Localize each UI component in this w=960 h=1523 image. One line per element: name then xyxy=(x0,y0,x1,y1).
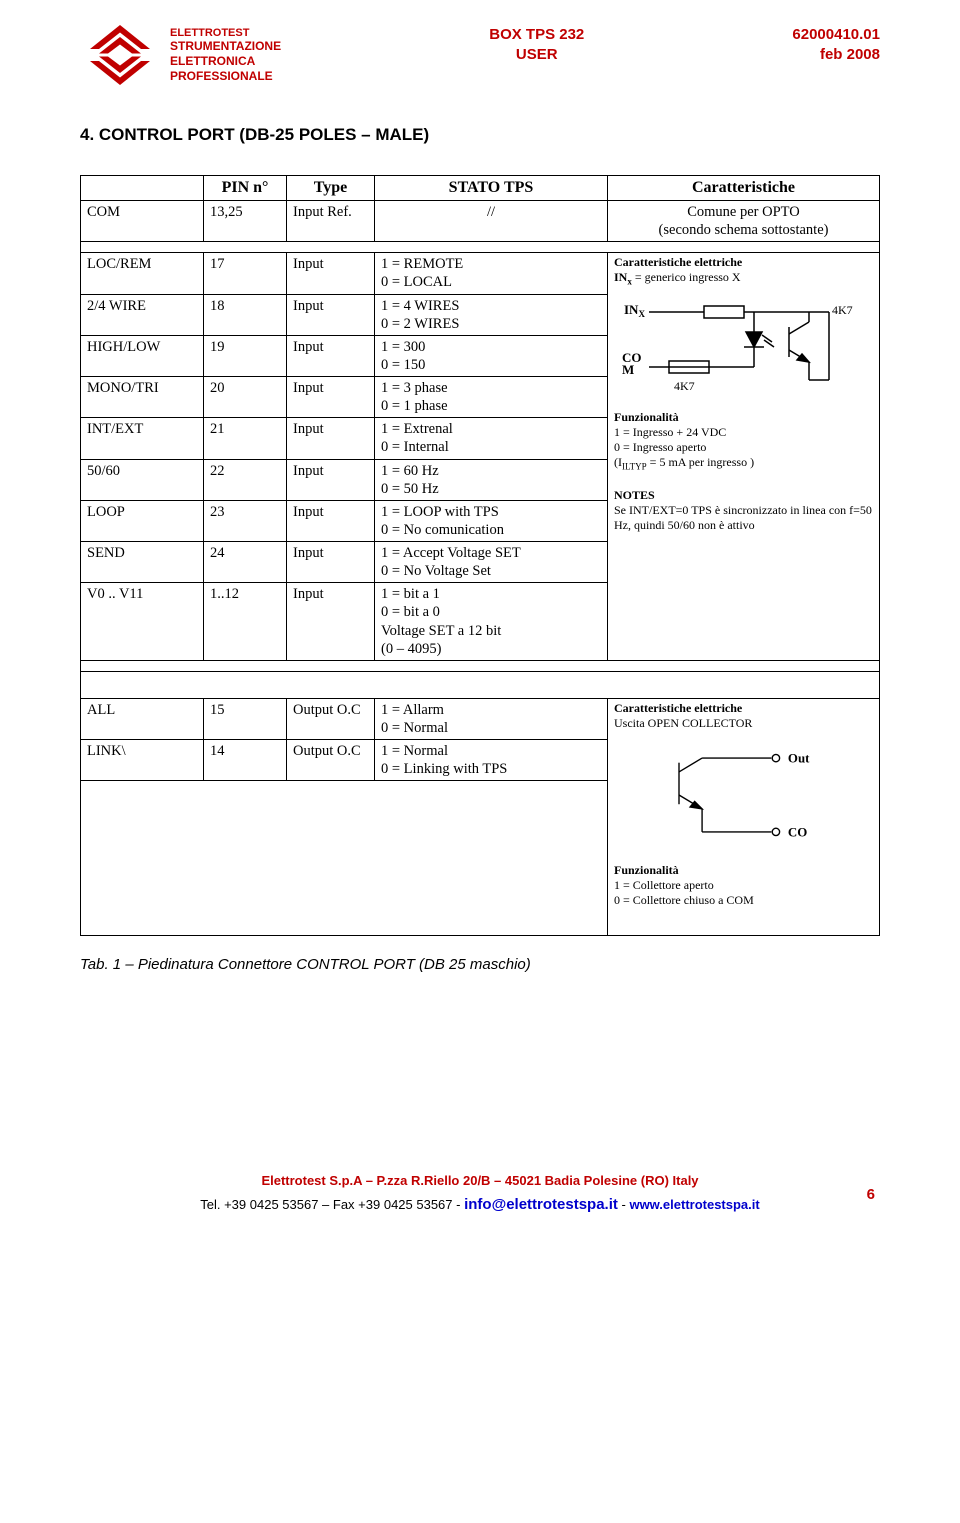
out-func-l1: 1 = Collettore aperto xyxy=(614,878,714,892)
func-l1: 1 = Ingresso + 24 VDC xyxy=(614,425,726,439)
pinout-table: PIN n° Type STATO TPS Caratteristiche CO… xyxy=(80,175,880,936)
car-out-title: Caratteristiche elettriche xyxy=(614,701,742,715)
svg-text:M: M xyxy=(622,362,634,377)
out-func-title: Funzionalità xyxy=(614,863,679,877)
car-input-cell: Caratteristiche elettriche INx = generic… xyxy=(608,253,880,661)
header-right: 62000410.01 feb 2008 xyxy=(792,25,880,64)
car-output-cell: Caratteristiche elettriche Uscita OPEN C… xyxy=(608,698,880,936)
brand-line3: PROFESSIONALE xyxy=(170,69,281,84)
section-heading: 4. CONTROL PORT (DB-25 POLES – MALE) xyxy=(80,125,880,145)
brand-line1: STRUMENTAZIONE xyxy=(170,39,281,54)
page-header: ELETTROTEST STRUMENTAZIONE ELETTRONICA P… xyxy=(80,25,880,85)
footer-address: Elettrotest S.p.A – P.zza R.Riello 20/B … xyxy=(80,1173,880,1188)
th-stato: STATO TPS xyxy=(375,176,608,201)
output-circuit-diagram: Out CO xyxy=(614,735,864,855)
func-l3: (IILTYP = 5 mA per ingresso ) xyxy=(614,455,754,469)
locrem-pin: 17 xyxy=(204,253,287,294)
logo-icon xyxy=(80,25,160,85)
locrem-type: Input xyxy=(287,253,375,294)
spacer xyxy=(81,671,880,698)
com-label: COM xyxy=(81,201,204,242)
page-footer: Elettrotest S.p.A – P.zza R.Riello 20/B … xyxy=(80,1173,880,1213)
doc-title-1: BOX TPS 232 xyxy=(489,25,584,45)
row-all: ALL 15 Output O.C 1 = Allarm 0 = Normal … xyxy=(81,698,880,739)
th-pin: PIN n° xyxy=(204,176,287,201)
locrem-stato: 1 = REMOTE 0 = LOCAL xyxy=(375,253,608,294)
th-type: Type xyxy=(287,176,375,201)
th-car: Caratteristiche xyxy=(608,176,880,201)
svg-text:CO: CO xyxy=(788,824,807,839)
doc-code: 62000410.01 xyxy=(792,25,880,45)
car-in-title: Caratteristiche elettriche xyxy=(614,255,742,269)
brand-line2: ELETTRONICA xyxy=(170,54,281,69)
page-number: 6 xyxy=(867,1186,875,1203)
notes-title: NOTES xyxy=(614,488,655,502)
footer-contact: Tel. +39 0425 53567 – Fax +39 0425 53567… xyxy=(80,1196,880,1213)
row-com: COM 13,25 Input Ref. // Comune per OPTO … xyxy=(81,201,880,242)
com-stato: // xyxy=(375,201,608,242)
header-center: BOX TPS 232 USER xyxy=(489,25,584,64)
svg-text:4K7: 4K7 xyxy=(674,379,695,393)
com-pin: 13,25 xyxy=(204,201,287,242)
locrem-label: LOC/REM xyxy=(81,253,204,294)
svg-text:INX: INX xyxy=(624,302,645,319)
doc-title-2: USER xyxy=(489,45,584,65)
car-out-sub: Uscita OPEN COLLECTOR xyxy=(614,716,752,730)
brand-col: ELETTROTEST STRUMENTAZIONE ELETTRONICA P… xyxy=(170,27,281,84)
table-header-row: PIN n° Type STATO TPS Caratteristiche xyxy=(81,176,880,201)
input-circuit-diagram: INX 4K7 xyxy=(614,292,864,402)
header-left: ELETTROTEST STRUMENTAZIONE ELETTRONICA P… xyxy=(80,25,281,85)
func-l2: 0 = Ingresso aperto xyxy=(614,440,706,454)
svg-text:4K7: 4K7 xyxy=(832,303,853,317)
com-car: Comune per OPTO (secondo schema sottosta… xyxy=(608,201,880,242)
spacer xyxy=(81,660,880,671)
spacer xyxy=(81,242,880,253)
out-func-l2: 0 = Collettore chiuso a COM xyxy=(614,893,754,907)
doc-date: feb 2008 xyxy=(792,45,880,65)
svg-text:Out: Out xyxy=(788,750,810,765)
table-caption: Tab. 1 – Piedinatura Connettore CONTROL … xyxy=(80,956,880,973)
notes-body: Se INT/EXT=0 TPS è sincronizzato in line… xyxy=(614,503,872,532)
func-title: Funzionalità xyxy=(614,410,679,424)
com-type: Input Ref. xyxy=(287,201,375,242)
row-locrem: LOC/REM 17 Input 1 = REMOTE 0 = LOCAL Ca… xyxy=(81,253,880,294)
brand-name: ELETTROTEST xyxy=(170,27,281,39)
